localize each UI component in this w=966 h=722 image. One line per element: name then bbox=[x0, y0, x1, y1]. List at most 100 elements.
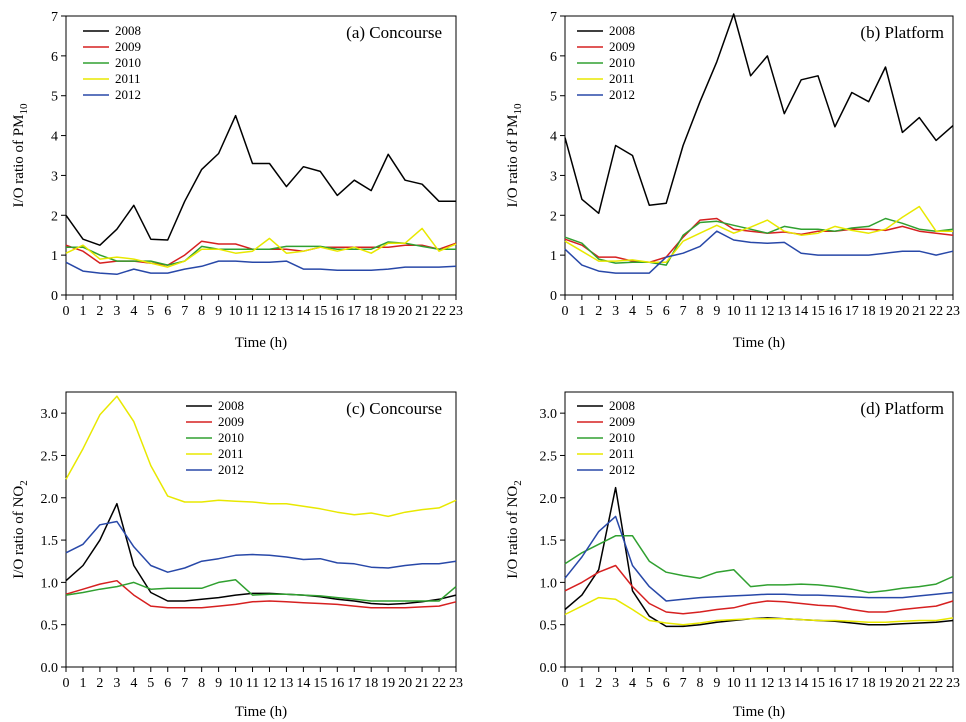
panel-c-series-line-2009 bbox=[65, 579, 457, 609]
panel-a-plot-frame bbox=[65, 15, 457, 296]
panel-d-xtick-label: 2 bbox=[595, 676, 602, 691]
panel-a-xtick-label: 11 bbox=[246, 304, 259, 319]
panel-a-ytick-label: 2 bbox=[51, 209, 58, 224]
panel-d-xtick-label: 8 bbox=[696, 676, 703, 691]
panel-a-xtick-label: 7 bbox=[181, 304, 188, 319]
panel-a-ytick-label: 5 bbox=[51, 90, 58, 105]
panel-b-xtick-label: 0 bbox=[562, 304, 569, 319]
panel-b-legend-label-2010: 2010 bbox=[609, 55, 635, 70]
panel-c-panel-label: (c) Concourse bbox=[346, 399, 442, 418]
panel-b-ytick-label: 5 bbox=[550, 90, 557, 105]
panel-c-ylabel-main: I/O ratio of NO bbox=[11, 486, 27, 579]
panel-c-ylabel-subscript: 2 bbox=[18, 480, 30, 486]
panel-d-legend-label-2010: 2010 bbox=[609, 430, 635, 445]
panel-c-xtick-label: 2 bbox=[96, 676, 103, 691]
panel-b-panel-label: (b) Platform bbox=[860, 23, 944, 42]
panel-b-ytick-label: 4 bbox=[550, 130, 557, 145]
panel-b-xtick-label: 19 bbox=[879, 304, 893, 319]
panel-d-xtick-label: 16 bbox=[828, 676, 842, 691]
panel-a-xtick-label: 6 bbox=[164, 304, 171, 319]
panel-b-ytick-label: 2 bbox=[550, 209, 557, 224]
panel-b-legend-label-2012: 2012 bbox=[609, 87, 635, 102]
panel-a-xlabel: Time (h) bbox=[235, 335, 287, 351]
panel-d-series-line-2009 bbox=[564, 564, 954, 615]
panel-a-xtick-label: 8 bbox=[198, 304, 205, 319]
panel-c-xtick-label: 6 bbox=[164, 676, 171, 691]
panel-c-ytick-label: 1.0 bbox=[41, 576, 59, 591]
panel-d-series-line-2012 bbox=[564, 515, 954, 602]
panel-d-xtick-label: 11 bbox=[744, 676, 757, 691]
panel-c-xlabel: Time (h) bbox=[235, 704, 287, 720]
panel-d-ytick-label: 1.5 bbox=[540, 534, 558, 549]
panel-d-xtick-label: 6 bbox=[663, 676, 670, 691]
panel-c-xtick-label: 19 bbox=[381, 676, 395, 691]
panel-a-ytick-label: 4 bbox=[51, 130, 58, 145]
panel-c-legend-label-2008: 2008 bbox=[218, 398, 244, 413]
panel-a-series-line-2011 bbox=[65, 227, 457, 268]
panel-b-ytick-label: 6 bbox=[550, 50, 557, 65]
panel-c-legend-label-2011: 2011 bbox=[218, 446, 244, 461]
panel-c-xtick-label: 12 bbox=[262, 676, 276, 691]
panel-b-xtick-label: 14 bbox=[794, 304, 808, 319]
panel-a-xtick-label: 0 bbox=[63, 304, 70, 319]
panel-b-ylabel-subscript: 10 bbox=[512, 103, 524, 115]
panel-d-legend-label-2012: 2012 bbox=[609, 462, 635, 477]
panel-d-ytick-label: 2.0 bbox=[540, 492, 558, 507]
panel-d-ytick-label: 1.0 bbox=[540, 576, 558, 591]
panel-d-xtick-label: 7 bbox=[680, 676, 687, 691]
panel-d-xtick-label: 0 bbox=[562, 676, 569, 691]
panel-c-xtick-label: 22 bbox=[432, 676, 446, 691]
panel-d-plot-frame bbox=[564, 391, 954, 668]
panel-b-ytick-label: 1 bbox=[550, 249, 557, 264]
panel-d-xtick-label: 12 bbox=[760, 676, 774, 691]
panel-a-ylabel-main: I/O ratio of PM bbox=[11, 115, 27, 208]
panel-a-panel-label: (a) Concourse bbox=[346, 23, 442, 42]
panel-a-ylabel-subscript: 10 bbox=[18, 103, 30, 115]
panel-d-xtick-label: 20 bbox=[895, 676, 909, 691]
panel-b-xtick-label: 20 bbox=[895, 304, 909, 319]
panel-a-series-line-2012 bbox=[65, 260, 457, 276]
panel-a-series-line-2010 bbox=[66, 241, 456, 266]
panel-a-ytick-label: 0 bbox=[51, 289, 58, 304]
panel-d-xtick-label: 14 bbox=[794, 676, 808, 691]
panel-b-xlabel: Time (h) bbox=[733, 335, 785, 351]
panel-a-xtick-label: 4 bbox=[130, 304, 137, 319]
panel-c-xtick-label: 8 bbox=[198, 676, 205, 691]
panel-a-legend-label-2009: 2009 bbox=[115, 39, 141, 54]
panel-d-series-line-2008 bbox=[564, 486, 954, 628]
panel-c-xtick-label: 1 bbox=[79, 676, 86, 691]
panel-b-ytick-label: 7 bbox=[550, 10, 557, 25]
panel-c-xtick-label: 23 bbox=[449, 676, 463, 691]
panel-d-xtick-label: 4 bbox=[629, 676, 636, 691]
panel-b-legend-label-2008: 2008 bbox=[609, 23, 635, 38]
panel-d-xtick-label: 1 bbox=[578, 676, 585, 691]
panel-d-panel-label: (d) Platform bbox=[860, 399, 944, 418]
panel-b-xtick-label: 22 bbox=[929, 304, 943, 319]
panel-c-xtick-label: 5 bbox=[147, 676, 154, 691]
panel-d-ytick-label: 2.5 bbox=[540, 449, 558, 464]
panel-c-xtick-label: 15 bbox=[313, 676, 327, 691]
panel-d-xtick-label: 15 bbox=[811, 676, 825, 691]
panel-d-ylabel: I/O ratio of NO2 bbox=[505, 480, 524, 578]
panel-a-xtick-label: 18 bbox=[364, 304, 378, 319]
panel-b-xtick-label: 3 bbox=[612, 304, 619, 319]
panel-c-legend-label-2012: 2012 bbox=[218, 462, 244, 477]
panel-a-legend-label-2012: 2012 bbox=[115, 87, 141, 102]
panel-c-xtick-label: 20 bbox=[398, 676, 412, 691]
panel-c-ytick-label: 2.5 bbox=[41, 449, 59, 464]
panel-a-legend-label-2011: 2011 bbox=[115, 71, 141, 86]
panel-b-legend-label-2011: 2011 bbox=[609, 71, 635, 86]
panel-c-ytick-label: 0.0 bbox=[41, 661, 59, 676]
panel-b-xtick-label: 7 bbox=[680, 304, 687, 319]
panel-a-xtick-label: 3 bbox=[113, 304, 120, 319]
panel-c-xtick-label: 18 bbox=[364, 676, 378, 691]
panel-d-xtick-label: 10 bbox=[727, 676, 741, 691]
panel-d-xtick-label: 23 bbox=[946, 676, 960, 691]
panel-b-xtick-label: 18 bbox=[862, 304, 876, 319]
panel-d-xtick-label: 9 bbox=[713, 676, 720, 691]
panel-d-legend-label-2008: 2008 bbox=[609, 398, 635, 413]
panel-c-xtick-label: 0 bbox=[63, 676, 70, 691]
panel-b-xtick-label: 4 bbox=[629, 304, 636, 319]
panel-b-series-line-2008 bbox=[564, 13, 954, 215]
panel-c-xtick-label: 9 bbox=[215, 676, 222, 691]
